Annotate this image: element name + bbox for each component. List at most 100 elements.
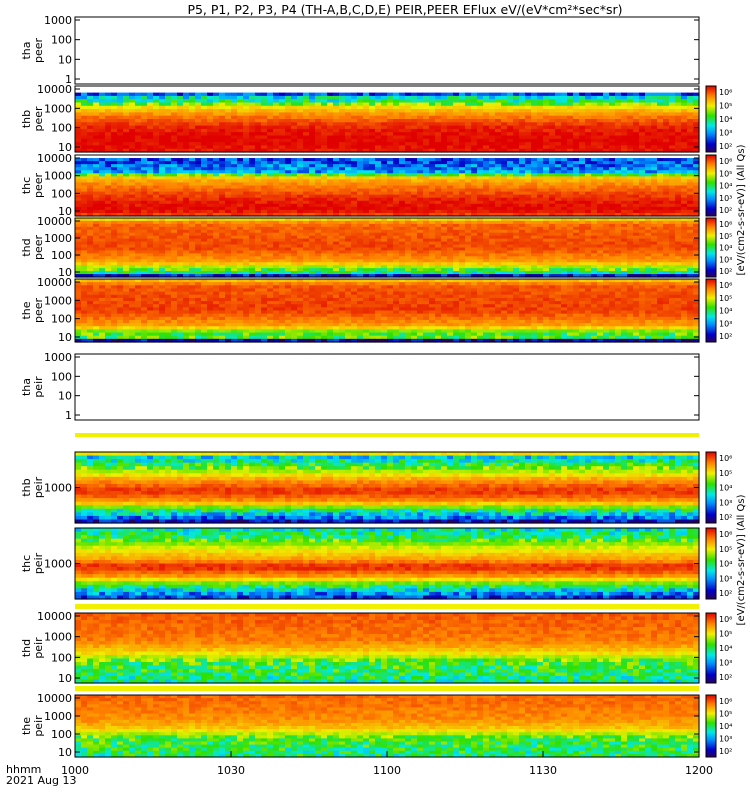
heatmap-cell (519, 102, 526, 107)
heatmap-cell (339, 119, 346, 123)
heatmap-cell (387, 102, 394, 107)
heatmap-cell (153, 109, 160, 113)
heatmap-cell (201, 105, 208, 110)
heatmap-cell (237, 115, 244, 120)
heatmap-cell (75, 115, 82, 120)
heatmap-cell (609, 95, 616, 100)
heatmap-cell (477, 95, 484, 100)
heatmap-cell (75, 112, 82, 117)
heatmap-cell (507, 105, 514, 110)
heatmap-cell (171, 109, 178, 113)
heatmap-cell (435, 102, 442, 107)
heatmap-cell (159, 115, 166, 120)
heatmap-cell (111, 115, 118, 120)
heatmap-cell (105, 105, 112, 110)
heatmap-cell (507, 119, 514, 123)
heatmap-cell (189, 119, 196, 123)
heatmap-cell (153, 125, 160, 130)
heatmap-cell (357, 122, 364, 127)
heatmap-cell (681, 109, 688, 113)
heatmap-cell (693, 115, 700, 120)
heatmap-cell (555, 99, 562, 104)
heatmap-cell (381, 95, 388, 100)
heatmap-cell (573, 122, 580, 127)
heatmap-cell (615, 109, 622, 113)
heatmap-cell (585, 92, 592, 97)
heatmap-cell (441, 122, 448, 127)
heatmap-cell (267, 115, 274, 120)
heatmap-cell (411, 92, 418, 97)
heatmap-cell (537, 109, 544, 113)
heatmap-cell (447, 95, 454, 100)
heatmap-cell (681, 105, 688, 110)
heatmap-cell (387, 115, 394, 120)
heatmap-cell (507, 92, 514, 97)
heatmap-cell (387, 99, 394, 104)
heatmap-cell (525, 119, 532, 123)
heatmap-cell (417, 109, 424, 113)
heatmap-cell (357, 99, 364, 104)
heatmap-cell (375, 115, 382, 120)
heatmap-cell (687, 95, 694, 100)
heatmap-cell (195, 115, 202, 120)
heatmap-cell (159, 95, 166, 100)
heatmap-cell (519, 109, 526, 113)
heatmap-cell (297, 95, 304, 100)
heatmap-cell (513, 122, 520, 127)
heatmap-cell (165, 125, 172, 130)
heatmap-cell (507, 95, 514, 100)
heatmap-cell (87, 115, 94, 120)
heatmap-cell (237, 125, 244, 130)
heatmap-cell (273, 125, 280, 130)
heatmap-cell (387, 95, 394, 100)
heatmap-cell (123, 95, 130, 100)
heatmap-cell (591, 109, 598, 113)
heatmap-cell (195, 109, 202, 113)
heatmap-cell (321, 109, 328, 113)
heatmap-cell (393, 112, 400, 117)
heatmap-cell (165, 122, 172, 127)
heatmap-cell (141, 122, 148, 127)
heatmap-cell (621, 99, 628, 104)
heatmap-cell (75, 102, 82, 107)
heatmap-cell (93, 102, 100, 107)
heatmap-cell (393, 119, 400, 123)
heatmap-cell (531, 92, 538, 97)
heatmap-cell (675, 119, 682, 123)
heatmap-cell (273, 99, 280, 104)
heatmap-cell (663, 95, 670, 100)
heatmap-cell (537, 122, 544, 127)
heatmap-cell (195, 95, 202, 100)
heatmap-cell (99, 125, 106, 130)
heatmap-cell (297, 119, 304, 123)
heatmap-cell (123, 109, 130, 113)
heatmap-cell (111, 119, 118, 123)
heatmap-cell (591, 115, 598, 120)
heatmap-cell (219, 99, 226, 104)
heatmap-cell (549, 102, 556, 107)
heatmap-cell (117, 92, 124, 97)
heatmap-cell (147, 95, 154, 100)
heatmap-cell (555, 119, 562, 123)
heatmap-cell (129, 109, 136, 113)
heatmap-cell (369, 115, 376, 120)
heatmap-cell (399, 119, 406, 123)
heatmap-cell (579, 105, 586, 110)
heatmap-cell (129, 99, 136, 104)
heatmap-cell (327, 102, 334, 107)
heatmap-cell (159, 92, 166, 97)
heatmap-cell (477, 99, 484, 104)
heatmap-cell (399, 109, 406, 113)
heatmap-cell (117, 95, 124, 100)
heatmap-cell (231, 99, 238, 104)
heatmap-cell (117, 112, 124, 117)
heatmap-cell (675, 115, 682, 120)
heatmap-cell (375, 95, 382, 100)
heatmap-cell (645, 112, 652, 117)
heatmap-cell (597, 105, 604, 110)
heatmap-cell (387, 122, 394, 127)
heatmap-cell (87, 122, 94, 127)
heatmap-cell (687, 99, 694, 104)
heatmap-cell (153, 115, 160, 120)
heatmap-cell (279, 115, 286, 120)
